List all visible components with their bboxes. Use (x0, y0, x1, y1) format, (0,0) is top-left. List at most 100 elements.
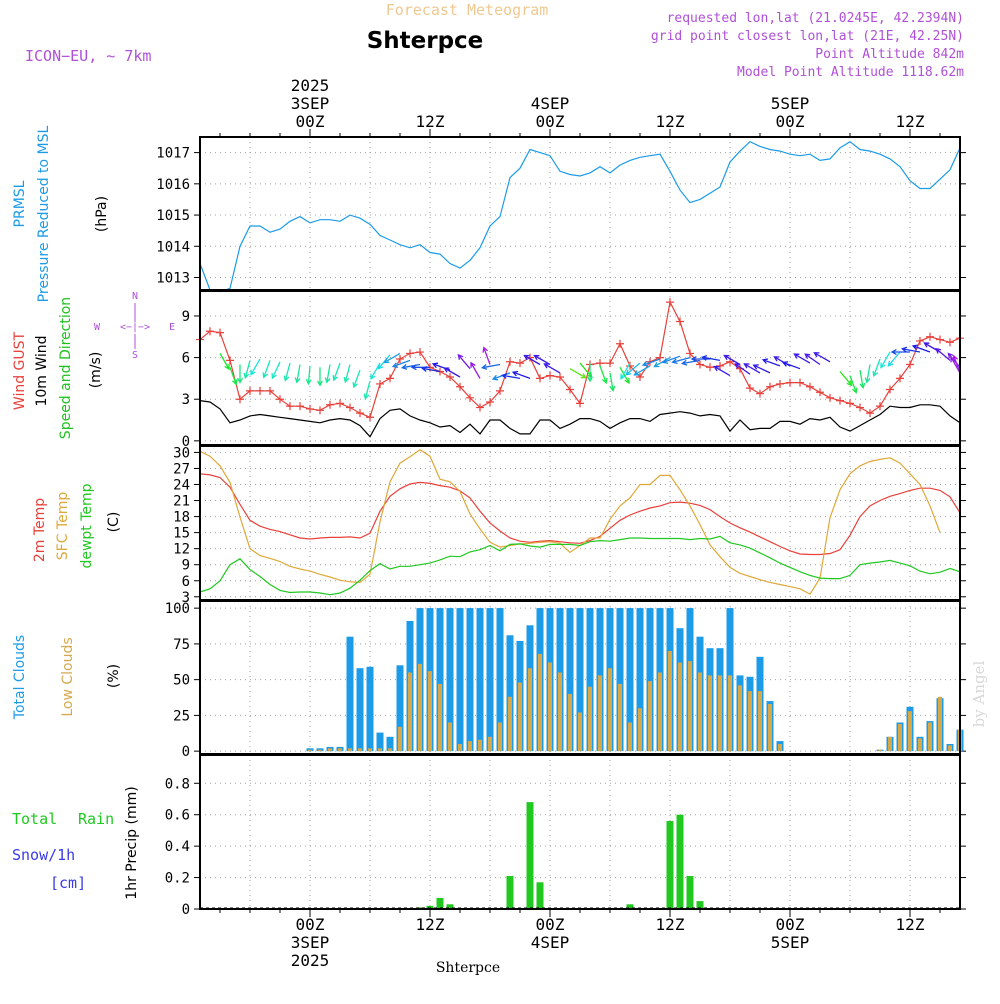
low-cloud-bar (948, 745, 952, 752)
gust-marker (746, 384, 754, 393)
y-tick-label: 6 (182, 574, 190, 590)
gust-marker (686, 349, 694, 358)
y-tick-label: 12 (173, 542, 190, 558)
wind-arrow (491, 372, 511, 381)
total-cloud-bar (436, 608, 444, 752)
gust-marker (716, 361, 724, 370)
y-tick-label: 18 (173, 510, 190, 526)
grid (200, 291, 960, 445)
low-cloud-bar (568, 693, 572, 752)
time-label: 2025 (291, 951, 330, 970)
grid (200, 446, 960, 600)
info-line: grid point closest lon,lat (21E, 42.25N) (651, 29, 964, 44)
wind-arrow (609, 372, 616, 392)
low-cloud-bar (528, 668, 532, 752)
total-cloud-bar (376, 732, 384, 752)
rain-bar (506, 876, 514, 909)
gust-marker (466, 393, 474, 402)
low-cloud-bar (758, 691, 762, 752)
total-cloud-bar (486, 608, 494, 752)
wind-gust-label: Wind GUST (12, 331, 28, 410)
rain-bar (686, 876, 694, 909)
y-tick-label: 0.6 (165, 808, 190, 824)
gust-marker (456, 382, 464, 391)
total-cloud-bar (456, 608, 464, 752)
low-cloud-bar (928, 722, 932, 752)
wind-arrow (470, 361, 481, 379)
station-title: Shterpce (367, 28, 484, 54)
gust-marker (266, 386, 274, 395)
total-cloud-bar (386, 736, 394, 752)
time-label: 3SEP (291, 933, 330, 952)
low-cloud-bar (418, 663, 422, 752)
y-tick-label: 15 (173, 526, 190, 542)
total-cloud-bar (636, 608, 644, 752)
wind-arrow (262, 360, 271, 379)
low-cloud-bar (408, 672, 412, 752)
gust-marker (816, 388, 824, 397)
low-cloud-bar (368, 748, 372, 752)
time-label: 00Z (776, 112, 805, 131)
gust-marker (246, 386, 254, 395)
y-tick-label: 24 (173, 478, 190, 494)
low-cloud-bar (728, 675, 732, 752)
compass-n: N (132, 291, 138, 302)
wind-arrow (324, 364, 331, 384)
low-cloud-bar (328, 748, 332, 752)
gust-marker (576, 399, 584, 408)
wind-arrow (391, 359, 411, 368)
gust-marker (766, 382, 774, 391)
wind-arrow (620, 362, 631, 380)
wind-arrow (880, 351, 891, 369)
time-label: 4SEP (531, 933, 570, 952)
total-cloud-bar (626, 608, 634, 752)
y-tick-label: 6 (182, 351, 190, 367)
gust-marker (516, 359, 524, 368)
wind-arrow (383, 352, 401, 364)
y-tick-label: 25 (173, 708, 190, 724)
low-cloud-bar (688, 661, 692, 752)
panels: 1013101410151016101703693691215182124273… (156, 137, 966, 918)
low-cloud-bar (398, 726, 402, 752)
wind-arrow (890, 349, 910, 355)
rain-bar (666, 821, 674, 909)
total-cloud-bar (356, 668, 364, 752)
gust-marker (506, 357, 514, 366)
time-label: 00Z (536, 915, 565, 934)
low-cloud-bar (608, 668, 612, 752)
compass-arrows: <−|−> (120, 322, 150, 333)
low-cloud-bar (718, 675, 722, 752)
wind-arrow (457, 353, 471, 370)
low-cloud-bar (538, 653, 542, 752)
wind-arrow (947, 352, 961, 368)
wind-arrow (661, 355, 681, 364)
gust-marker (396, 354, 404, 363)
panel-frame (199, 754, 961, 910)
pressure-unit: (hPa) (94, 196, 110, 232)
gust-marker (866, 409, 874, 418)
time-label: 12Z (656, 915, 685, 934)
rain-bar (536, 882, 544, 909)
low-cloud-bar (768, 704, 772, 752)
total-cloud-bar (346, 636, 354, 752)
gust-marker (916, 336, 924, 345)
wind-arrow (839, 371, 853, 387)
wind-arrow (641, 358, 661, 367)
y-tick-label: 50 (173, 673, 190, 689)
low-cloud-bar (708, 675, 712, 752)
wind-unit: (m/s) (88, 352, 104, 389)
info-line: Model Point Altitude 1118.62m (737, 65, 964, 80)
wind-arrow (229, 367, 238, 386)
low-cloud-bar (388, 748, 392, 752)
rain-bar (446, 904, 454, 909)
gust-marker (666, 298, 674, 307)
wind-10m-label: 10m Wind (34, 335, 50, 406)
temp-dew-label: dewpt Temp (79, 483, 95, 568)
gust-marker (486, 397, 494, 406)
low-cloud-bar (578, 712, 582, 752)
total-cloud-bar (476, 608, 484, 752)
wind-arrow (700, 354, 721, 362)
low-cloud-bar (458, 744, 462, 752)
low-cloud-bar (748, 691, 752, 752)
watermark: by Angel (970, 660, 988, 727)
